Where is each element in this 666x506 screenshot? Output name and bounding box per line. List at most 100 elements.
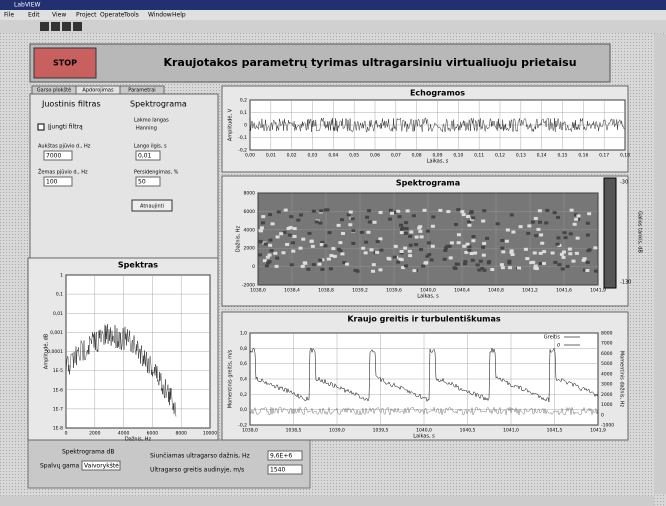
spectro-cell [347, 213, 351, 216]
spectro-cell [431, 225, 435, 228]
spectro-cell [519, 225, 523, 228]
spectro-cell [505, 240, 509, 243]
menu-item[interactable]: File [4, 12, 14, 19]
spectro-cell [329, 267, 333, 270]
y-tick-label: 1 [60, 273, 63, 279]
spectro-cell [563, 231, 567, 234]
x-tick-label: 0,16 [578, 153, 588, 159]
h-scrollbar[interactable] [0, 496, 654, 506]
spectro-cell [396, 261, 400, 264]
spectro-cell [564, 236, 568, 239]
high-label: Aukštas pjūvio d., Hz [38, 143, 91, 150]
spectro-cell [364, 251, 368, 254]
spectro-cell [303, 262, 307, 265]
menu-item[interactable]: View [52, 12, 66, 19]
palette-label: Spalvų gama [40, 463, 80, 470]
spectro-cell [375, 251, 379, 254]
y-tick-label: 6000 [244, 209, 256, 215]
spectro-cell [409, 244, 413, 247]
spectro-cell [507, 262, 511, 265]
spectro-cell [553, 261, 557, 264]
spectro-cell [338, 241, 342, 244]
menu-item[interactable]: Tools [123, 12, 139, 19]
spectro-cell [556, 216, 560, 219]
spectro-cell [308, 232, 312, 235]
spectro-cell [408, 235, 412, 238]
spectro-cell [318, 259, 322, 262]
spectro-cell [311, 245, 315, 248]
spectro-cell [293, 235, 297, 238]
y2-tick-label: -1000 [601, 423, 614, 429]
spectro-cell [393, 256, 397, 259]
spectro-cell [337, 248, 341, 251]
spectro-cell [284, 209, 288, 212]
spectro-cell [427, 241, 431, 244]
y-tick-label: 0,0001 [47, 349, 63, 355]
update-label: Atnaujinti [140, 204, 164, 210]
spectro-cell [361, 247, 365, 250]
spectro-cell [412, 269, 416, 272]
freq-label: Siunčiamas ultragarso dažnis, Hz [150, 453, 250, 460]
spectro-cell [331, 247, 335, 250]
x-tick-label: 0,00 [245, 153, 255, 159]
spectro-cell [261, 215, 265, 218]
spectro-cell [319, 209, 323, 212]
spectro-cell [326, 208, 330, 211]
spectro-cell [400, 231, 404, 234]
spectro-cell [585, 269, 589, 272]
x-axis-label: Laikas, s [417, 294, 439, 300]
menu-item[interactable]: Edit [28, 12, 40, 19]
spectro-cell [470, 210, 474, 213]
spectro-cell [424, 261, 428, 264]
spectro-cell [496, 222, 500, 225]
x-tick-label: 1039,0 [329, 428, 345, 434]
spectro-cell [310, 240, 314, 243]
spectro-cell [544, 221, 548, 224]
speed-label: Ultragarso greitis audinyje, m/s [150, 467, 244, 474]
spectro-cell [456, 263, 460, 266]
spectro-cell [574, 218, 578, 221]
spectro-cell [467, 220, 471, 223]
x-tick-label: 8000 [175, 431, 187, 437]
x-tick-label: 1038,0 [242, 428, 258, 434]
menu-item[interactable]: Window [148, 12, 172, 19]
filter-checkbox[interactable] [38, 124, 44, 130]
spectro-cell [463, 262, 467, 265]
spectro-cell [510, 249, 514, 252]
spectro-cell [387, 257, 391, 260]
spectro-cell [471, 216, 475, 219]
y-tick-label: 1,0 [240, 331, 247, 337]
spectro-cell [394, 245, 398, 248]
freq-value: 9,6E+6 [270, 453, 292, 460]
x-tick-label: 0,06 [370, 153, 380, 159]
spectro-cell [529, 261, 533, 264]
spectro-cell [390, 212, 394, 215]
spectro-cell [418, 230, 422, 233]
y-tick-label: 2000 [244, 246, 256, 252]
spectro-cell [396, 210, 400, 213]
spectro-cell [296, 219, 300, 222]
spectro-cell [568, 252, 572, 255]
y-tick-label: -0,1 [238, 135, 247, 141]
menu-item[interactable]: Help [172, 12, 186, 19]
y-tick-label: 0,8 [240, 346, 247, 352]
x-axis-label: Laikas, s [427, 159, 449, 165]
y-tick-label: 0 [244, 123, 247, 129]
menu-item[interactable]: Project [76, 12, 97, 19]
y-tick-label: 1E-8 [53, 426, 63, 432]
x-tick-label: 1041,6 [556, 288, 572, 294]
x-tick-label: 0,11 [474, 153, 484, 159]
spectro-cell [289, 226, 293, 229]
x-tick-label: 0 [65, 431, 68, 437]
spectro-db: Spektrograma dB [62, 449, 114, 456]
x-tick-label: 0,04 [328, 153, 338, 159]
spectro-cell [426, 230, 430, 233]
spectro-cell [500, 239, 504, 242]
spectro-cell [534, 234, 538, 237]
spectro-cell [285, 243, 289, 246]
spectro-cell [511, 231, 515, 234]
spectro-cell [539, 233, 543, 236]
v-scrollbar[interactable] [654, 34, 666, 494]
spectro-cell [351, 242, 355, 245]
menu-item[interactable]: Operate [100, 12, 125, 19]
